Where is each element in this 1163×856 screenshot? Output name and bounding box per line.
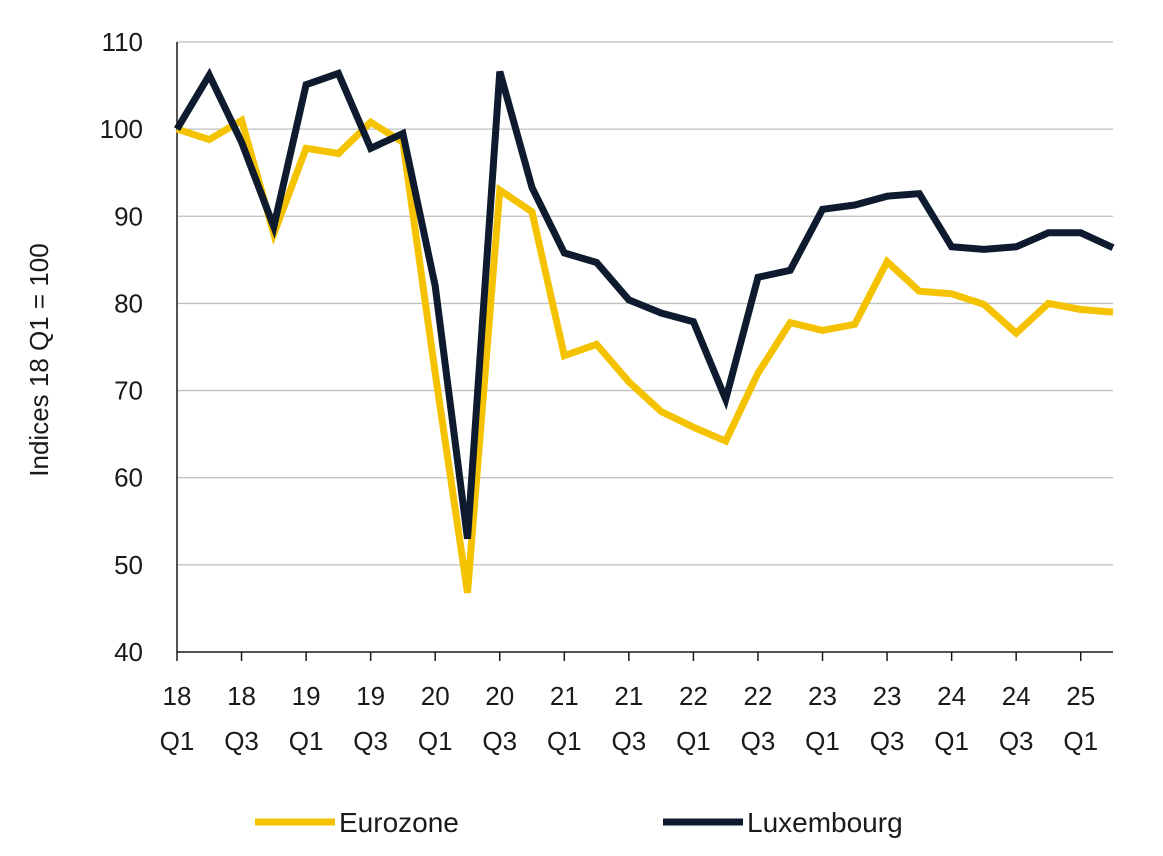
x-tick-label-year: 18	[163, 681, 192, 711]
x-tick-label-quarter: Q1	[934, 726, 969, 756]
x-tick-label-year: 24	[937, 681, 966, 711]
y-tick-label: 110	[102, 27, 143, 57]
x-tick-label-year: 22	[679, 681, 708, 711]
x-tick-label-year: 20	[421, 681, 450, 711]
x-tick-label-quarter: Q3	[999, 726, 1034, 756]
y-tick-label: 70	[114, 376, 143, 406]
legend-label-luxembourg: Luxembourg	[747, 807, 903, 838]
x-tick-label-year: 24	[1002, 681, 1031, 711]
series-line-eurozone	[175, 115, 1114, 594]
x-tick-label-quarter: Q1	[418, 726, 453, 756]
x-tick-label-quarter: Q1	[160, 726, 195, 756]
x-tick-label-quarter: Q3	[612, 726, 647, 756]
series-lines	[173, 67, 1115, 594]
x-tick-label-quarter: Q1	[805, 726, 840, 756]
x-tick-label-year: 21	[550, 681, 579, 711]
x-tick-label-year: 19	[356, 681, 385, 711]
legend-label-eurozone: Eurozone	[339, 807, 459, 838]
x-tick-label-year: 19	[292, 681, 321, 711]
series-line-luxembourg	[173, 67, 1115, 540]
y-tick-label: 60	[114, 463, 143, 493]
x-tick-label-year: 23	[873, 681, 902, 711]
y-axis-ticks: 40 50 60 70 80 90 100 110	[100, 27, 143, 667]
x-tick-label-quarter: Q1	[547, 726, 582, 756]
x-tick-label-quarter: Q1	[289, 726, 324, 756]
x-tick-label-year: 23	[808, 681, 837, 711]
y-axis-label: Indices 18 Q1 = 100	[24, 243, 54, 476]
x-axis-ticks: 18 Q1 18 Q3 19 Q1 19 Q3 20 Q1 20 Q3 21 Q1 21 Q3 22 Q1 22 Q3…	[160, 652, 1098, 756]
x-tick-label-quarter: Q3	[741, 726, 776, 756]
y-tick-label: 80	[114, 288, 143, 318]
y-tick-label: 100	[100, 114, 143, 144]
y-tick-label: 40	[114, 637, 143, 667]
x-tick-label-year: 21	[614, 681, 643, 711]
gridlines	[177, 41, 1113, 566]
axes	[176, 42, 1113, 653]
x-tick-label-year: 18	[227, 681, 256, 711]
x-tick-label-quarter: Q3	[482, 726, 517, 756]
y-tick-label: 90	[114, 201, 143, 231]
x-tick-label-quarter: Q1	[1063, 726, 1098, 756]
x-tick-label-year: 25	[1066, 681, 1095, 711]
x-tick-label-year: 20	[485, 681, 514, 711]
x-tick-label-quarter: Q3	[870, 726, 905, 756]
legend: Eurozone Luxembourg	[255, 807, 903, 838]
x-tick-label-quarter: Q3	[224, 726, 259, 756]
x-tick-label-quarter: Q1	[676, 726, 711, 756]
x-tick-label-year: 22	[744, 681, 773, 711]
x-tick-label-quarter: Q3	[353, 726, 388, 756]
y-tick-label: 50	[114, 550, 143, 580]
